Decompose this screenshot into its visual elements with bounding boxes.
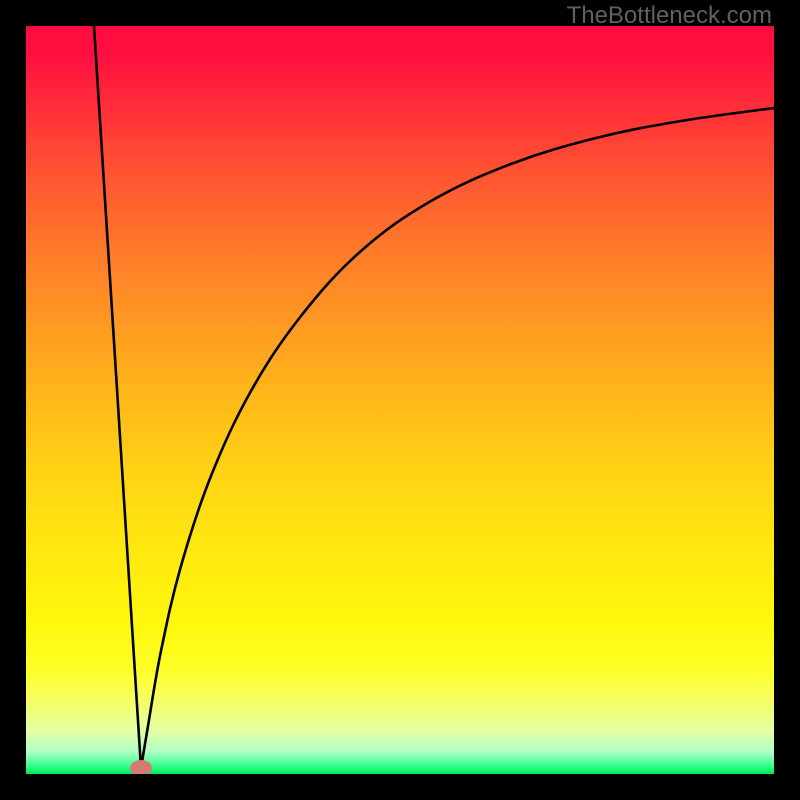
watermark-text: TheBottleneck.com xyxy=(567,2,772,30)
curve-right-segment xyxy=(141,108,774,768)
bottleneck-curve xyxy=(26,26,774,774)
outer-frame: TheBottleneck.com xyxy=(0,0,800,800)
plot-area xyxy=(26,26,774,774)
curve-left-segment xyxy=(94,26,141,768)
minimum-marker xyxy=(130,760,152,774)
